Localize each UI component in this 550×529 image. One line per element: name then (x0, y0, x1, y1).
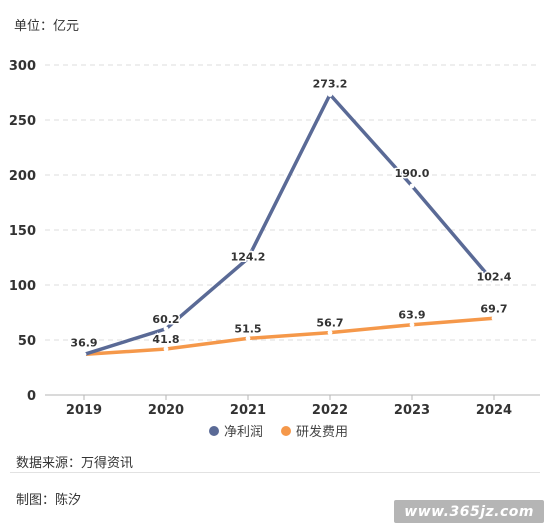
legend[interactable]: 净利润 研发费用 (209, 424, 348, 440)
y-tick-label: 150 (9, 224, 36, 239)
x-tick-label: 2020 (148, 403, 184, 418)
data-point (245, 336, 251, 341)
x-tick-label: 2019 (66, 403, 102, 418)
data-point (409, 183, 415, 189)
series-lines (81, 92, 497, 357)
data-point (491, 280, 497, 285)
x-tick-label: 2022 (312, 403, 348, 418)
unit-label: 单位：亿元 (14, 19, 79, 34)
data-label: 56.7 (316, 317, 343, 330)
y-tick-label: 300 (9, 59, 36, 74)
data-point (327, 330, 333, 335)
data-source-note: 数据来源：万得资讯 (16, 456, 134, 471)
chart-author-note: 制图：陈汐 (16, 493, 82, 508)
legend-label: 净利润 (224, 425, 263, 440)
data-point (327, 92, 333, 97)
x-tick-label: 2021 (230, 403, 266, 418)
data-point (163, 346, 169, 352)
legend-marker (209, 426, 219, 436)
data-label: 36.9 (70, 336, 97, 349)
data-label: 41.8 (152, 333, 179, 346)
data-label: 124.2 (231, 250, 266, 263)
series-line-1 (82, 316, 496, 357)
y-tick-label: 0 (27, 389, 36, 404)
data-label: 273.2 (313, 78, 348, 91)
data-labels: 36.9 60.2 124.2 273.2 190.0 102.4 41.8 51.5 56.7… (69, 76, 513, 351)
grid-lines (45, 64, 540, 396)
data-point (245, 256, 251, 261)
data-label: 190.0 (395, 167, 430, 180)
legend-item-1[interactable]: 研发费用 (281, 424, 348, 440)
y-tick-label: 250 (9, 114, 36, 129)
data-label: 60.2 (152, 313, 179, 326)
data-label: 69.7 (480, 302, 507, 315)
x-tick-label: 2023 (394, 403, 430, 418)
data-point (409, 322, 415, 328)
data-point (491, 315, 497, 321)
y-tick-label: 200 (9, 169, 36, 184)
watermark: www.365jz.com (394, 500, 544, 523)
x-tick-label: 2024 (476, 403, 512, 418)
data-point (163, 326, 169, 332)
legend-label: 研发费用 (296, 424, 348, 440)
data-label: 51.5 (234, 322, 261, 335)
data-label: 102.4 (477, 270, 512, 283)
x-axis-ticks: 2019 2020 2021 2022 2023 2024 (66, 395, 512, 418)
y-tick-label: 50 (18, 334, 36, 349)
series-line-0 (82, 92, 496, 357)
divider (10, 472, 540, 473)
legend-marker (281, 426, 291, 436)
y-tick-label: 100 (9, 279, 36, 294)
legend-item-0[interactable]: 净利润 (209, 425, 263, 440)
data-point (81, 352, 87, 357)
data-label: 63.9 (398, 309, 425, 322)
y-axis-ticks: 0 50 100 150 200 250 300 (9, 59, 36, 404)
